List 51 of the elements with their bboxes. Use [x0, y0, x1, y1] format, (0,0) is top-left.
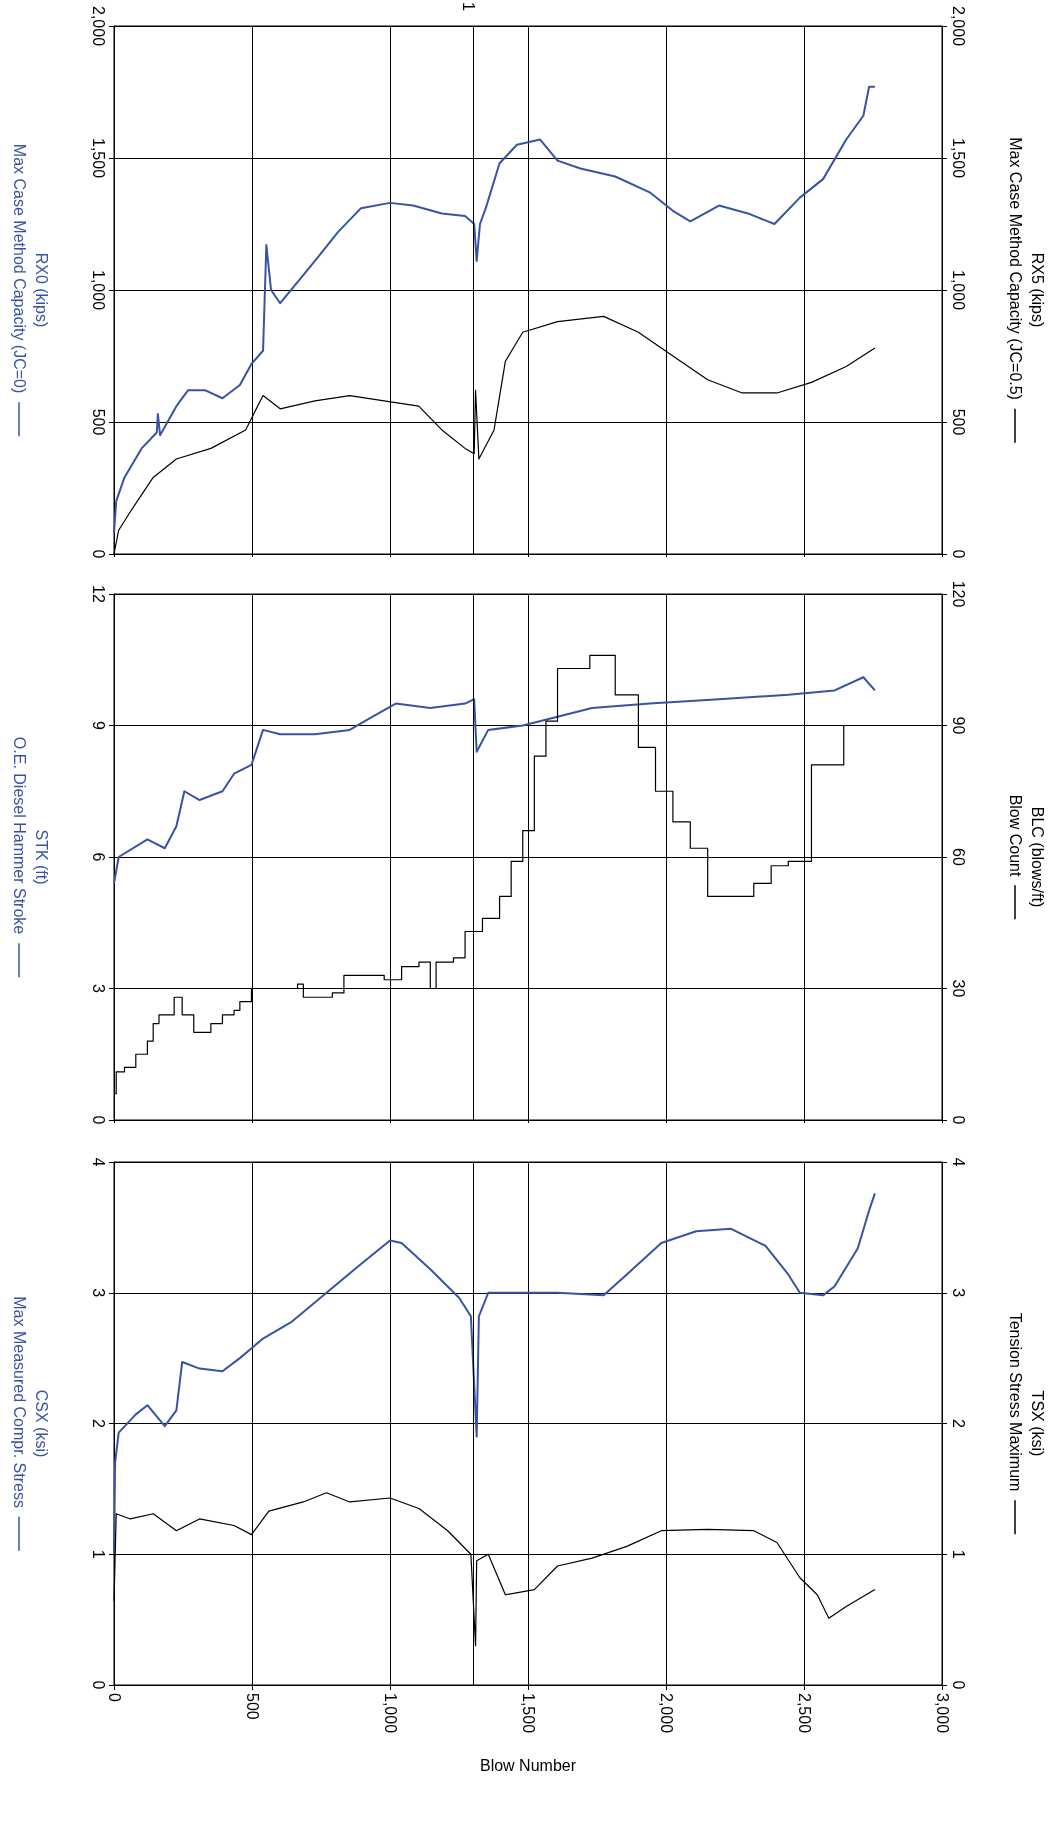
x-tick-label: 2,000	[657, 1693, 675, 1734]
y-tick-label: 500	[89, 408, 107, 436]
y-tick-label: 3	[89, 984, 107, 994]
text: Blow Count	[1006, 794, 1024, 886]
y2-tick-label: 30	[949, 979, 967, 998]
y2-tick-label: 90	[949, 716, 967, 735]
y2-tick-label: 4	[949, 1157, 967, 1167]
y-tick-label: 0	[89, 549, 107, 559]
y-tick-label: 1	[89, 1549, 107, 1559]
x-tick-label: 1,000	[381, 1693, 399, 1734]
text: O.E. Diesel Hammer Stroke	[10, 736, 28, 944]
y-tick-label: 9	[89, 721, 107, 731]
y-axis-title: RX0 (kips)	[32, 252, 50, 328]
x-tick-label: 1,500	[519, 1693, 537, 1734]
y-axis-title: CSX (ksi)	[32, 1389, 50, 1458]
y-tick-label: 2	[89, 1419, 107, 1429]
y-tick-label: 4	[89, 1157, 107, 1167]
y2-tick-label: 0	[949, 549, 967, 559]
y2-tick-label: 2,000	[949, 5, 967, 47]
y-tick-label: 0	[89, 1115, 107, 1125]
y2-tick-label: 2	[949, 1419, 967, 1429]
x-tick-label: 3,000	[933, 1693, 951, 1734]
y2-tick-label: 120	[949, 580, 967, 608]
y-tick-label: 6	[89, 852, 107, 862]
text: 1	[460, 2, 478, 11]
text: Max Case Method Capacity (JC=0)	[10, 143, 28, 403]
y2-tick-label: 1,000	[949, 269, 967, 311]
y2-tick-label: 0	[949, 1115, 967, 1125]
x-axis-title: Blow Number	[479, 1756, 577, 1774]
y2-axis-title: RX5 (kips)	[1028, 252, 1046, 328]
y2-tick-label: 0	[949, 1680, 967, 1690]
text: Tension Stress Maximum	[1006, 1312, 1024, 1501]
x-tick-label: 500	[243, 1693, 261, 1720]
y2-tick-label: 500	[949, 408, 967, 436]
x-tick-label: 2,500	[795, 1693, 813, 1734]
y-tick-label: 1,500	[89, 137, 107, 179]
y2-axis-title: TSX (ksi)	[1028, 1390, 1046, 1457]
y-tick-label: 1,000	[89, 269, 107, 311]
y-tick-label: 12	[89, 585, 107, 603]
y2-tick-label: 1,500	[949, 137, 967, 179]
text: Max Measured Compr. Stress	[10, 1296, 28, 1517]
text: Max Case Method Capacity (JC=0.5)	[1006, 137, 1024, 409]
y-axis-title: STK (ft)	[32, 829, 50, 885]
y-tick-label: 3	[89, 1288, 107, 1298]
y2-tick-label: 3	[949, 1288, 967, 1298]
y2-tick-label: 1	[949, 1549, 967, 1559]
y-tick-label: 2,000	[89, 5, 107, 47]
x-tick-label: 0	[105, 1693, 123, 1702]
y2-axis-title: BLC (blows/ft)	[1028, 806, 1046, 908]
y2-tick-label: 60	[949, 848, 967, 866]
y-tick-label: 0	[89, 1680, 107, 1690]
